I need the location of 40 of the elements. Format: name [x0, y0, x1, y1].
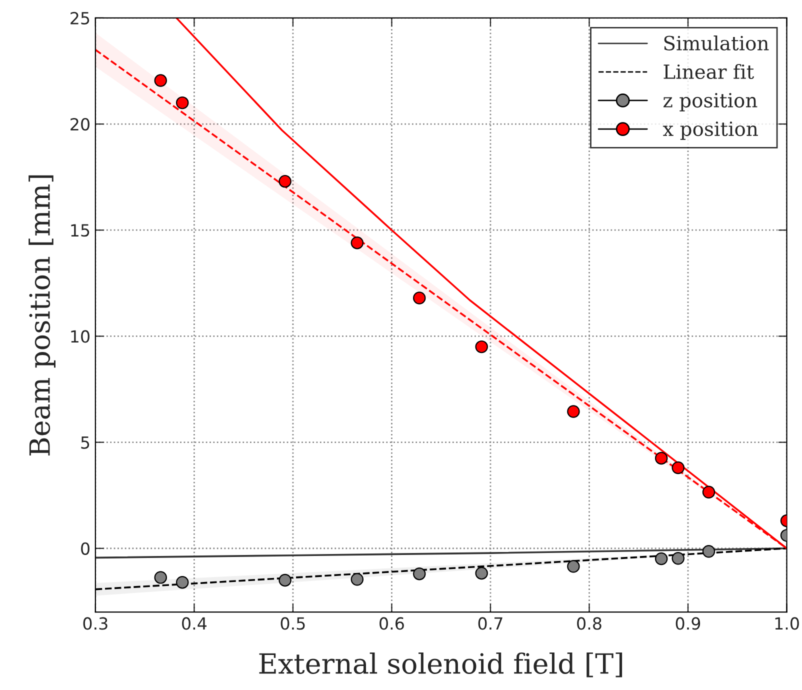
x-tick-label: 0.5	[280, 617, 305, 630]
point	[672, 461, 684, 474]
point	[702, 544, 716, 558]
point	[278, 174, 292, 188]
x-tick-label: 0.4	[182, 617, 207, 630]
point	[567, 560, 580, 573]
point	[654, 452, 668, 465]
point	[278, 574, 292, 587]
x-axis-title: External solenoid field [T]	[259, 652, 622, 678]
legend-label: x position	[662, 122, 758, 140]
y-tick-label: 25	[70, 12, 90, 25]
point	[350, 236, 364, 250]
legend-label: Linear fit	[664, 64, 754, 80]
y-tick-label: 10	[71, 330, 90, 343]
x-tick-label: 1.0	[775, 617, 799, 630]
legend-label: z position	[663, 92, 758, 112]
point	[672, 552, 684, 565]
point	[654, 552, 668, 566]
legend-label: Simulation	[664, 35, 769, 50]
x-tick-label: 0.9	[676, 617, 700, 630]
point	[176, 576, 189, 589]
point	[154, 74, 167, 87]
point	[413, 567, 426, 580]
point	[176, 96, 189, 110]
x-tick-label: 0.8	[577, 617, 602, 630]
y-tick-label: 0	[81, 542, 90, 555]
y-tick-label: 15	[71, 224, 90, 237]
point	[154, 571, 167, 584]
x-tick-label: 0.7	[478, 617, 502, 630]
point	[567, 405, 580, 418]
point	[702, 486, 716, 499]
y-tick-label: 20	[70, 118, 90, 131]
point	[475, 566, 488, 580]
point	[413, 292, 426, 304]
x-tick-label: 0.6	[380, 617, 404, 630]
point	[350, 572, 364, 586]
y-tick-label: 5	[81, 436, 90, 449]
x-tick-label: 0.3	[83, 617, 108, 630]
y-axis-title: Beam position [mm]	[28, 175, 56, 456]
point	[475, 340, 488, 354]
